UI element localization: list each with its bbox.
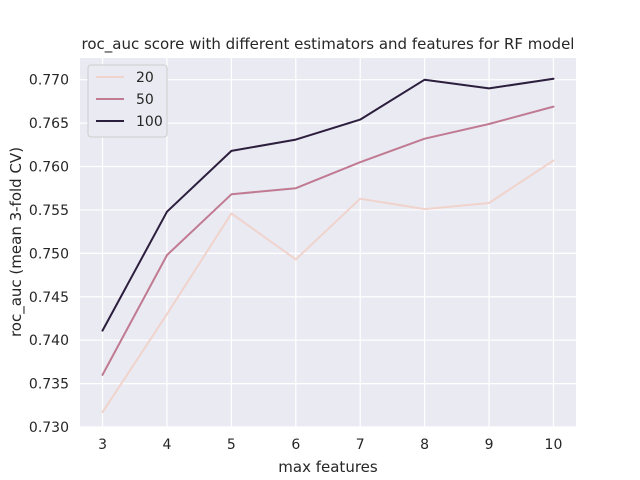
legend-label-20: 20 (136, 70, 154, 86)
legend-label-100: 100 (136, 114, 163, 130)
y-axis-label: roc_auc (mean 3-fold CV) (7, 147, 26, 337)
series-line-100 (101, 77, 555, 332)
y-tick-label: 0.740 (29, 333, 69, 349)
y-tick-label: 0.735 (29, 377, 69, 393)
series-lines (101, 77, 555, 414)
x-axis-label: max features (278, 458, 378, 476)
x-tick-label: 3 (98, 437, 107, 453)
x-tick-label: 6 (291, 437, 300, 453)
tick-labels: 0.730 0.735 0.740 0.745 0.750 0.755 0.760 0.765… (29, 73, 562, 453)
y-tick-label: 0.760 (29, 160, 69, 176)
series-line-50 (101, 105, 555, 376)
x-tick-label: 5 (227, 437, 236, 453)
legend-label-50: 50 (136, 92, 154, 108)
y-tick-label: 0.770 (29, 73, 69, 89)
y-tick-label: 0.745 (29, 290, 69, 306)
y-tick-label: 0.755 (29, 203, 69, 219)
x-tick-label: 8 (420, 437, 429, 453)
series-line-20 (101, 159, 555, 414)
y-tick-label: 0.765 (29, 116, 69, 132)
legend-box (87, 64, 168, 138)
y-tick-label: 0.750 (29, 246, 69, 262)
legend: 20 50 100 (87, 64, 168, 138)
x-tick-label: 9 (485, 437, 494, 453)
x-tick-label: 4 (163, 437, 172, 453)
chart-title: roc_auc score with different estimators … (82, 35, 575, 54)
y-tick-label: 0.730 (29, 420, 69, 436)
x-tick-label: 7 (356, 437, 365, 453)
x-tick-label: 10 (545, 437, 563, 453)
